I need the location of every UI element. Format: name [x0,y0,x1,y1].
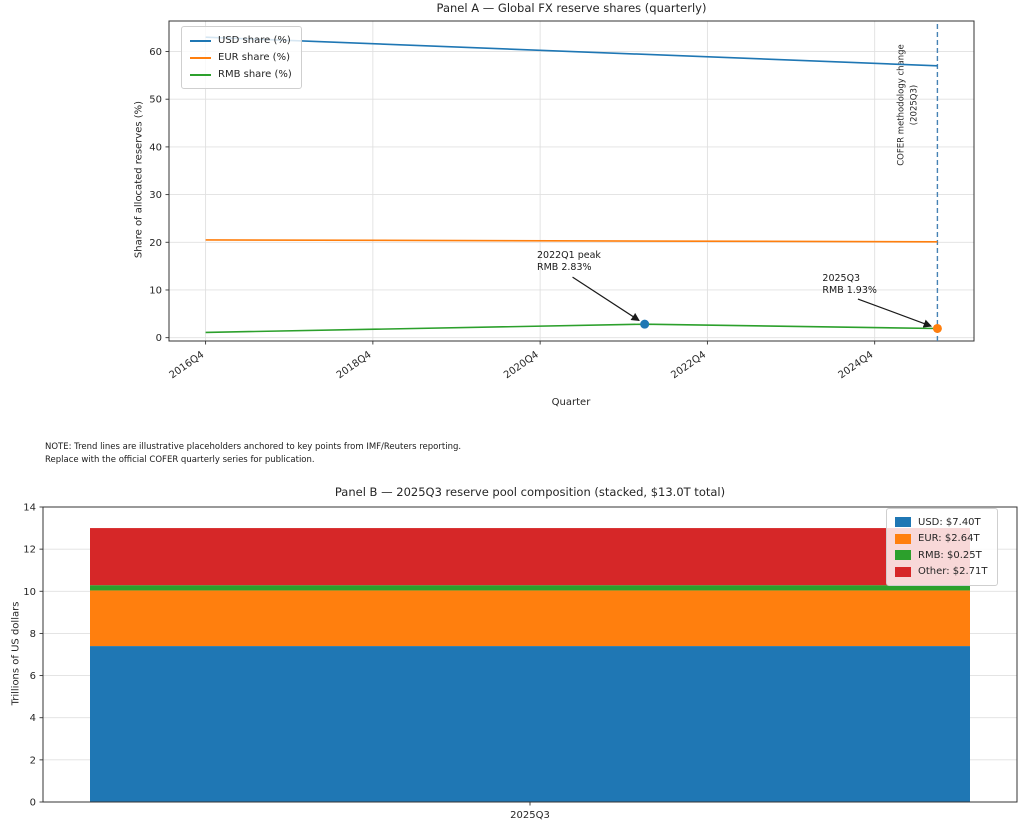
legend-label: RMB share (%) [218,69,292,80]
vline-label-line2: (2025Q3) [909,85,919,125]
vline-label-line1: COFER methodology change [896,44,906,166]
legend-line-swatch [190,56,211,59]
y-tick-label: 12 [23,545,36,556]
legend-label: EUR: $2.64T [918,533,980,545]
stacked-bar-segment [90,590,970,647]
legend-label: RMB: $0.25T [918,549,982,561]
legend-item: USD: $7.40T [895,514,988,531]
plot-border [168,20,975,342]
y-tick-label: 60 [149,47,162,58]
legend-item: EUR: $2.64T [895,531,988,548]
annotation-line1: 2022Q1 peak [537,250,601,261]
legend-line-swatch [190,39,211,42]
annotation-text: 2025Q3 RMB 1.93% [822,273,877,296]
legend-patch-swatch [895,517,911,528]
marker-dot [640,319,650,329]
marker-dot [932,323,942,333]
panel-b-legend: USD: $7.40T EUR: $2.64T RMB: $0.25T Other: … [886,508,998,586]
legend-label: EUR share (%) [218,52,290,63]
panel-b-y-axis-label: Trillions of US dollars [10,601,22,706]
y-tick-label: 10 [149,285,162,296]
y-tick-label: 0 [30,798,36,809]
panel-a-title: Panel A — Global FX reserve shares (quar… [436,1,707,15]
stacked-bar-segment [90,528,970,586]
panel-b-chart: 0 2 4 6 8 10 12 14 2025Q3 [23,503,1018,821]
stacked-bar-segment [90,646,970,802]
y-tick-label: 10 [23,587,36,598]
y-tick-label: 40 [149,142,162,153]
annotation-line2: RMB 1.93% [822,285,877,296]
note-line-1: NOTE: Trend lines are illustrative place… [45,442,462,452]
series-line [205,323,938,334]
panel-b-title: Panel B — 2025Q3 reserve pool compositio… [334,485,726,499]
y-tick-label: 4 [30,713,36,724]
panel-a-x-axis-label: Quarter [551,397,591,408]
legend-patch-swatch [895,566,911,577]
legend-item: RMB share (%) [190,66,292,83]
y-tick-label: 30 [149,190,162,201]
y-tick-label: 2 [30,755,36,766]
legend-item: USD share (%) [190,32,292,49]
annotation-arrow [857,298,933,328]
y-tick-label: 50 [149,95,162,106]
series-line [205,36,938,67]
x-tick-label: 2020Q4 [502,349,541,381]
panel-a-chart: 0 10 20 30 40 50 60 2016Q4 2018Q4 2020Q4 2022Q4 202… [149,20,975,381]
y-tick-label: 20 [149,238,162,249]
panel-a-y-axis-label: Share of allocated reserves (%) [133,100,145,259]
legend-line-swatch [190,73,211,76]
y-tick-label: 0 [156,333,162,344]
series-line [205,239,938,243]
vline-label: COFER methodology change (2025Q3) [896,44,919,166]
y-tick-label: 14 [23,503,36,514]
panel-a-legend: USD share (%) EUR share (%) RMB share (%) [181,26,302,89]
legend-patch-swatch [895,533,911,544]
annotation-line1: 2025Q3 [822,273,860,284]
legend-item: EUR share (%) [190,49,292,66]
legend-label: Other: $2.71T [918,566,988,578]
x-tick-label: 2022Q4 [669,349,708,381]
stacked-bar-segment [90,585,970,591]
y-tick-label: 6 [30,671,36,682]
legend-item: Other: $2.71T [895,564,988,581]
x-tick-label: 2016Q4 [167,349,206,381]
annotation-line2: RMB 2.83% [537,262,592,273]
x-tick-label: 2018Q4 [335,349,374,381]
annotation-arrow [572,276,640,322]
figure-note: NOTE: Trend lines are illustrative place… [45,441,461,467]
legend-label: USD: $7.40T [918,516,981,528]
y-tick-label: 8 [30,629,36,640]
plot-border [42,506,1018,803]
legend-item: RMB: $0.25T [895,547,988,564]
legend-patch-swatch [895,550,911,561]
note-line-2: Replace with the official COFER quarterl… [45,455,315,465]
legend-label: USD share (%) [218,35,291,46]
x-tick-label: 2025Q3 [510,810,550,821]
annotation-text: 2022Q1 peak RMB 2.83% [537,250,601,273]
x-tick-label: 2024Q4 [837,349,876,381]
